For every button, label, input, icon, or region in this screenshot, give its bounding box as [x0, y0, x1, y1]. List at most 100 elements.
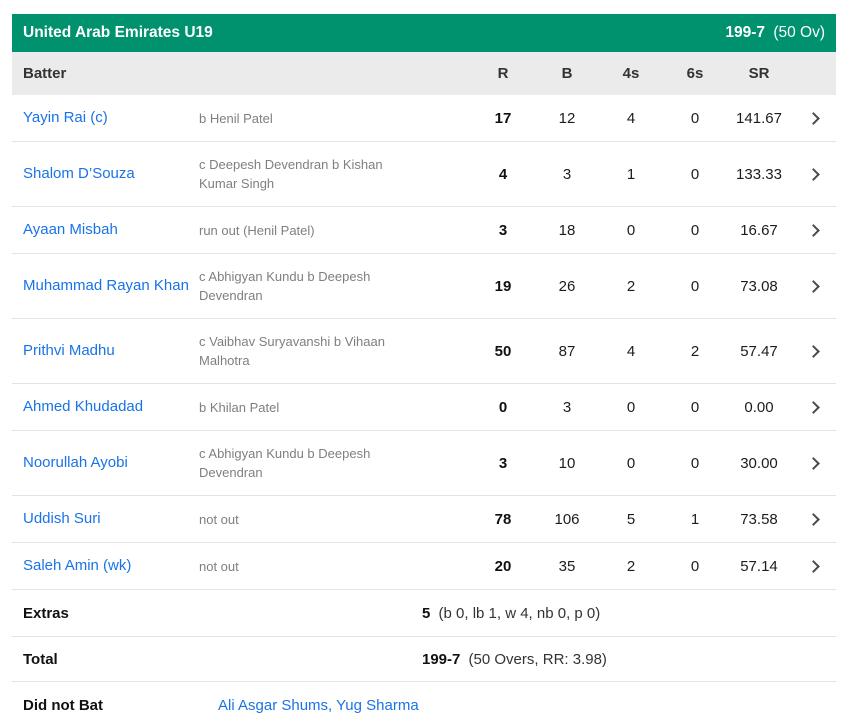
- chevron-right-icon[interactable]: [807, 400, 820, 414]
- batter-balls: 106: [554, 510, 580, 528]
- column-strike-rate: SR: [748, 65, 770, 82]
- column-fours: 4s: [622, 65, 640, 82]
- batter-strike-rate: 0.00: [744, 398, 774, 416]
- did-not-bat-row: Did not Bat Ali Asgar Shums, Yug Sharma: [12, 682, 836, 721]
- batter-name-link[interactable]: Ayaan Misbah: [23, 221, 118, 238]
- batter-runs: 3: [498, 454, 508, 472]
- batter-runs: 4: [498, 165, 508, 183]
- team-score-overs: (50 Ov): [773, 24, 825, 41]
- batter-sixes: 0: [690, 165, 700, 183]
- batter-row[interactable]: Saleh Amin (wk) not out 20 35 2 0 57.14: [12, 543, 836, 590]
- extras-value: 5 (b 0, lb 1, w 4, nb 0, p 0): [422, 605, 600, 622]
- batter-row[interactable]: Ayaan Misbah run out (Henil Patel) 3 18 …: [12, 207, 836, 254]
- batter-strike-rate: 57.47: [740, 342, 778, 360]
- batter-name-link[interactable]: Yayin Rai (c): [23, 109, 108, 126]
- did-not-bat-players[interactable]: Ali Asgar Shums, Yug Sharma: [218, 696, 419, 714]
- batter-name-link[interactable]: Muhammad Rayan Khan: [23, 277, 189, 294]
- column-header-row: Batter R B 4s 6s SR: [12, 52, 836, 95]
- batter-balls: 3: [562, 398, 572, 416]
- batter-balls: 26: [558, 277, 576, 295]
- batter-fours: 4: [626, 109, 636, 127]
- batter-fours: 0: [626, 454, 636, 472]
- batter-fours: 0: [626, 398, 636, 416]
- batter-strike-rate: 16.67: [740, 221, 778, 239]
- batter-row[interactable]: Uddish Suri not out 78 106 5 1 73.58: [12, 496, 836, 543]
- batter-runs: 78: [494, 510, 512, 528]
- batter-fours: 2: [626, 557, 636, 575]
- total-score: 199-7: [422, 650, 461, 668]
- batter-name-link[interactable]: Noorullah Ayobi: [23, 454, 128, 471]
- batter-dismissal: run out (Henil Patel): [199, 222, 315, 238]
- extras-detail: (b 0, lb 1, w 4, nb 0, p 0): [438, 604, 601, 622]
- batter-balls: 87: [558, 342, 576, 360]
- batter-row[interactable]: Prithvi Madhu c Vaibhav Suryavanshi b Vi…: [12, 319, 836, 384]
- batter-fours: 0: [626, 221, 636, 239]
- batter-name-link[interactable]: Ahmed Khudadad: [23, 398, 144, 415]
- batter-strike-rate: 73.58: [740, 510, 778, 528]
- batter-dismissal: c Abhigyan Kundu b Deepesh Devendran: [199, 269, 371, 303]
- batter-dismissal: c Vaibhav Suryavanshi b Vihaan Malhotra: [199, 334, 385, 368]
- batter-sixes: 0: [690, 398, 700, 416]
- total-value: 199-7 (50 Overs, RR: 3.98): [422, 651, 607, 668]
- batter-row[interactable]: Muhammad Rayan Khan c Abhigyan Kundu b D…: [12, 254, 836, 319]
- column-sixes: 6s: [686, 65, 704, 82]
- batter-sixes: 0: [690, 221, 700, 239]
- column-balls: B: [561, 65, 573, 82]
- batter-runs: 0: [498, 398, 508, 416]
- chevron-right-icon[interactable]: [807, 279, 820, 293]
- batter-balls: 35: [558, 557, 576, 575]
- chevron-right-icon[interactable]: [807, 223, 820, 237]
- batter-strike-rate: 141.67: [736, 109, 782, 127]
- batter-sixes: 2: [690, 342, 700, 360]
- batter-name-link[interactable]: Uddish Suri: [23, 510, 101, 527]
- batter-row[interactable]: Noorullah Ayobi c Abhigyan Kundu b Deepe…: [12, 431, 836, 496]
- batter-dismissal: b Khilan Patel: [199, 399, 280, 415]
- batter-sixes: 0: [690, 557, 700, 575]
- batter-dismissal: b Henil Patel: [199, 110, 273, 126]
- batter-rows: Yayin Rai (c) b Henil Patel 17 12 4 0 14…: [12, 95, 836, 590]
- total-row: Total 199-7 (50 Overs, RR: 3.98): [12, 637, 836, 682]
- batter-strike-rate: 30.00: [740, 454, 778, 472]
- batter-dismissal: not out: [199, 511, 239, 527]
- batter-strike-rate: 133.33: [736, 165, 782, 183]
- chevron-right-icon[interactable]: [807, 559, 820, 573]
- batter-balls: 10: [558, 454, 576, 472]
- scorecard: United Arab Emirates U19 199-7 (50 Ov) B…: [12, 14, 836, 721]
- batter-fours: 1: [626, 165, 636, 183]
- batter-sixes: 1: [690, 510, 700, 528]
- batter-dismissal: c Deepesh Devendran b Kishan Kumar Singh: [199, 157, 383, 191]
- team-name: United Arab Emirates U19: [23, 24, 213, 41]
- batter-runs: 19: [494, 277, 512, 295]
- batter-runs: 50: [494, 342, 512, 360]
- team-header-bar: United Arab Emirates U19 199-7 (50 Ov): [12, 14, 836, 52]
- batter-balls: 12: [558, 109, 576, 127]
- extras-row: Extras 5 (b 0, lb 1, w 4, nb 0, p 0): [12, 590, 836, 637]
- batter-row[interactable]: Shalom D’Souza c Deepesh Devendran b Kis…: [12, 142, 836, 207]
- chevron-right-icon[interactable]: [807, 111, 820, 125]
- batter-row[interactable]: Ahmed Khudadad b Khilan Patel 0 3 0 0 0.…: [12, 384, 836, 431]
- chevron-right-icon[interactable]: [807, 344, 820, 358]
- chevron-right-icon[interactable]: [807, 456, 820, 470]
- total-detail: (50 Overs, RR: 3.98): [468, 650, 607, 668]
- batter-strike-rate: 57.14: [740, 557, 778, 575]
- column-runs: R: [497, 65, 509, 82]
- team-score: 199-7 (50 Ov): [725, 24, 825, 42]
- extras-label: Extras: [23, 604, 69, 622]
- total-label: Total: [23, 650, 58, 668]
- batter-fours: 2: [626, 277, 636, 295]
- batter-name-link[interactable]: Prithvi Madhu: [23, 342, 115, 359]
- batter-runs: 3: [498, 221, 508, 239]
- chevron-right-icon[interactable]: [807, 167, 820, 181]
- chevron-right-icon[interactable]: [807, 512, 820, 526]
- column-batter: Batter: [23, 65, 67, 82]
- batter-name-link[interactable]: Shalom D’Souza: [23, 165, 135, 182]
- batter-fours: 5: [626, 510, 636, 528]
- batter-row[interactable]: Yayin Rai (c) b Henil Patel 17 12 4 0 14…: [12, 95, 836, 142]
- team-score-runs: 199-7: [725, 24, 765, 41]
- extras-runs: 5: [422, 604, 431, 622]
- batter-sixes: 0: [690, 277, 700, 295]
- batter-runs: 17: [494, 109, 512, 127]
- batter-runs: 20: [494, 557, 512, 575]
- batter-strike-rate: 73.08: [740, 277, 778, 295]
- batter-name-link[interactable]: Saleh Amin (wk): [23, 557, 132, 574]
